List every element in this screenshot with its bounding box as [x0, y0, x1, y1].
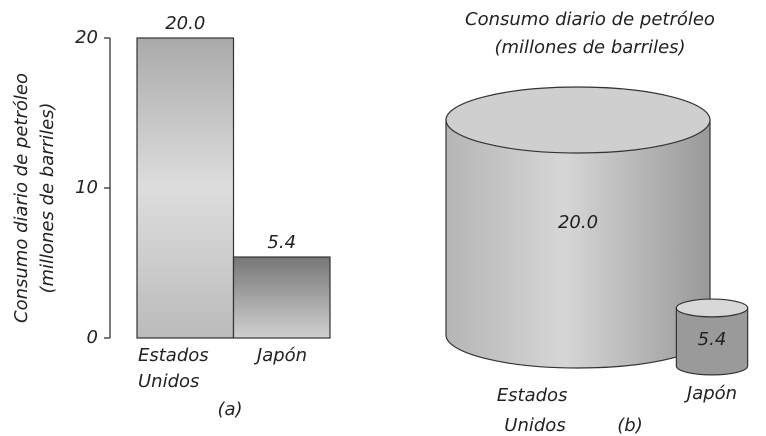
- panel-label: (b): [617, 415, 642, 436]
- y-axis-label: Consumo diario de petróleo (millones de b…: [11, 73, 58, 323]
- x-tick-label: Japón: [254, 345, 307, 366]
- value-label: 20.0: [165, 13, 205, 34]
- x-tick-label: Japón: [684, 383, 737, 404]
- y-tick-label: 20: [75, 27, 98, 48]
- cylinder: [675, 307, 749, 376]
- bar: [232, 256, 331, 339]
- x-tick-label: Estados Unidos: [138, 345, 214, 392]
- x-tick-label: Estados Unidos: [497, 385, 573, 436]
- y-axis-label-line: (millones de barriles): [37, 102, 58, 293]
- y-tick-label: 0: [87, 327, 98, 348]
- value-label: 5.4: [698, 329, 727, 350]
- value-label: 20.0: [558, 212, 598, 233]
- value-label: 5.4: [267, 232, 296, 253]
- cylinder: [445, 119, 711, 369]
- y-axis-label-line: Consumo diario de petróleo: [11, 73, 32, 323]
- cylinder-top: [675, 298, 749, 318]
- chart-title: (millones de barriles): [494, 37, 685, 58]
- cylinder-top: [445, 86, 711, 154]
- bar: [136, 37, 235, 339]
- chart-title: Consumo diario de petróleo: [465, 9, 715, 30]
- panel-label: (a): [217, 399, 242, 420]
- y-tick-label: 10: [75, 177, 98, 198]
